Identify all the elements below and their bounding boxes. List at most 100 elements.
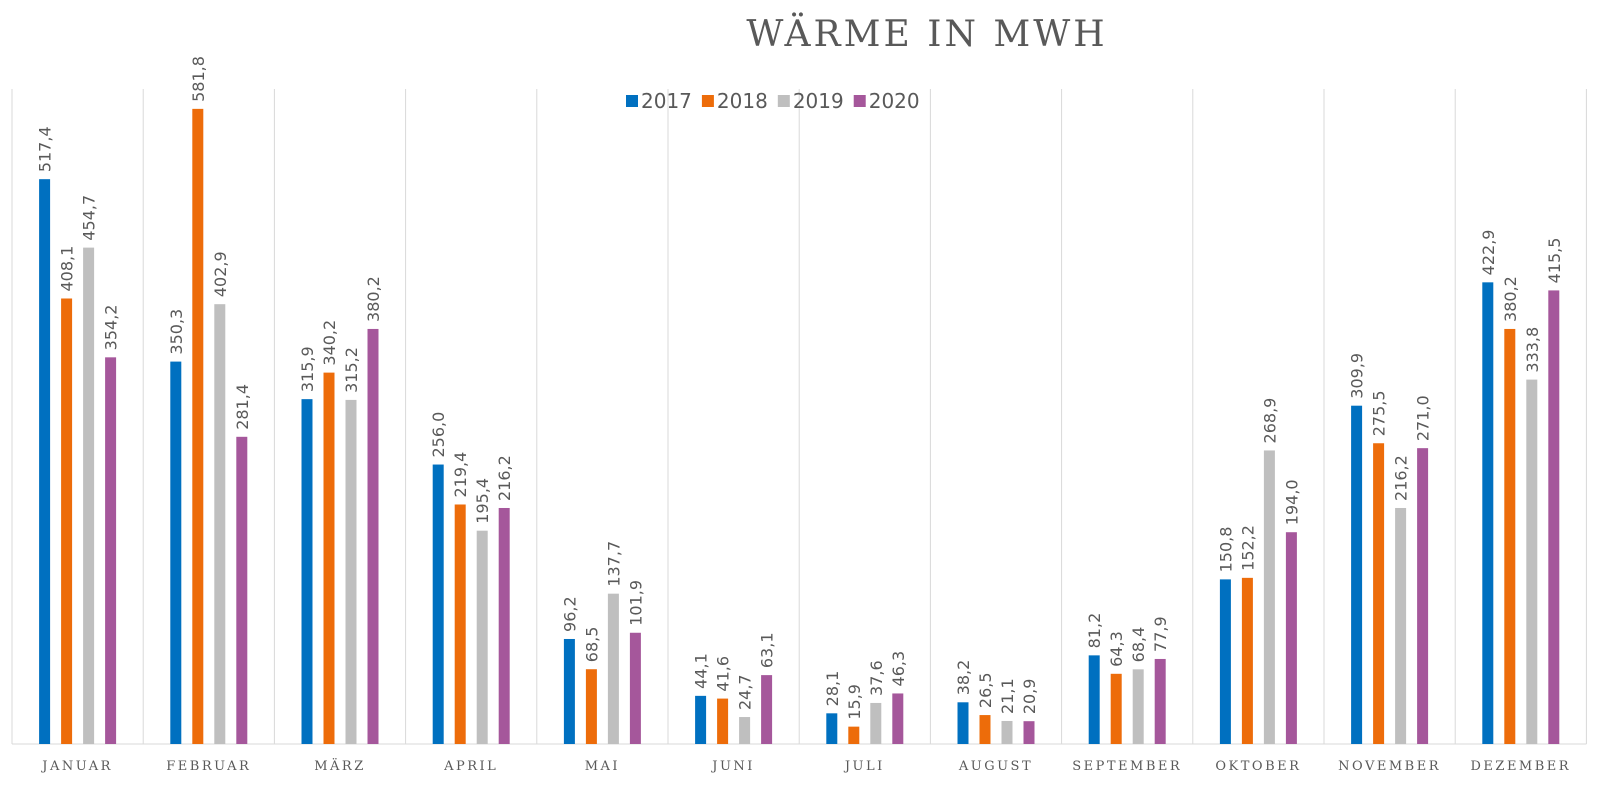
value-label: 216,2 bbox=[1392, 455, 1411, 501]
value-label: 517,4 bbox=[36, 126, 55, 172]
bar bbox=[892, 693, 904, 744]
bar bbox=[345, 399, 357, 744]
legend-swatch bbox=[853, 95, 866, 107]
x-tick-label: MÄRZ bbox=[314, 757, 366, 774]
legend-label: 2017 bbox=[641, 89, 692, 113]
bar bbox=[1001, 720, 1013, 744]
x-tick-label: JANUAR bbox=[40, 759, 113, 774]
bar bbox=[1526, 379, 1538, 744]
bar bbox=[214, 304, 226, 744]
value-label: 275,5 bbox=[1370, 390, 1389, 436]
value-label: 309,9 bbox=[1348, 353, 1367, 399]
x-tick-label: AUGUST bbox=[958, 759, 1033, 774]
value-label: 38,2 bbox=[954, 660, 973, 696]
value-label: 380,2 bbox=[1501, 276, 1520, 322]
bar bbox=[1132, 669, 1144, 744]
bar bbox=[1395, 507, 1407, 744]
x-tick-label: DEZEMBER bbox=[1471, 759, 1572, 774]
value-label: 402,9 bbox=[211, 251, 230, 297]
bar bbox=[848, 726, 860, 744]
value-label: 46,3 bbox=[889, 651, 908, 687]
value-label: 81,2 bbox=[1085, 613, 1104, 649]
x-tick-label: OKTOBER bbox=[1215, 759, 1301, 774]
bar bbox=[1154, 658, 1166, 744]
value-label: 315,9 bbox=[298, 346, 317, 392]
bar bbox=[61, 298, 73, 744]
bar bbox=[717, 698, 729, 744]
value-label: 340,2 bbox=[320, 320, 339, 366]
value-label: 137,7 bbox=[604, 541, 623, 587]
bar bbox=[432, 464, 444, 744]
value-label: 15,9 bbox=[845, 684, 864, 720]
bar bbox=[192, 108, 204, 744]
bar bbox=[563, 638, 575, 744]
bar bbox=[1263, 450, 1275, 744]
bar bbox=[979, 715, 991, 744]
legend-swatch bbox=[701, 95, 714, 107]
bar bbox=[1351, 405, 1363, 744]
bar bbox=[301, 399, 313, 744]
chart-title: WÄRME IN MWH bbox=[746, 13, 1107, 55]
value-label: 422,9 bbox=[1479, 230, 1498, 276]
bar bbox=[585, 669, 597, 744]
x-tick-label: APRIL bbox=[443, 759, 498, 774]
value-label: 271,0 bbox=[1414, 395, 1433, 441]
value-label: 350,3 bbox=[167, 309, 186, 355]
bar bbox=[629, 632, 641, 744]
bar bbox=[323, 372, 335, 744]
legend-swatch bbox=[626, 95, 638, 107]
value-label: 26,5 bbox=[976, 672, 995, 708]
value-label: 37,6 bbox=[867, 660, 886, 696]
legend-swatch bbox=[777, 95, 790, 107]
value-label: 315,2 bbox=[342, 347, 361, 393]
bar bbox=[1482, 282, 1494, 744]
value-label: 96,2 bbox=[560, 596, 579, 632]
bar bbox=[1110, 673, 1122, 744]
value-label: 44,1 bbox=[692, 653, 711, 689]
value-label: 281,4 bbox=[233, 384, 252, 430]
bar bbox=[367, 328, 379, 744]
value-label: 152,2 bbox=[1238, 525, 1257, 571]
bar bbox=[761, 675, 773, 744]
legend-label: 2018 bbox=[717, 89, 768, 113]
value-label: 333,8 bbox=[1523, 327, 1542, 373]
bar bbox=[83, 247, 95, 744]
x-tick-label: FEBRUAR bbox=[166, 759, 251, 774]
value-label: 195,4 bbox=[473, 478, 492, 524]
value-label: 63,1 bbox=[758, 632, 777, 668]
value-label: 256,0 bbox=[429, 412, 448, 458]
value-label: 354,2 bbox=[102, 305, 121, 351]
value-label: 41,6 bbox=[714, 656, 733, 692]
bar bbox=[739, 717, 751, 744]
value-label: 150,8 bbox=[1216, 527, 1235, 573]
bar bbox=[105, 357, 117, 744]
bar bbox=[1285, 532, 1297, 744]
bar bbox=[1241, 577, 1253, 744]
bar bbox=[476, 530, 488, 744]
bar bbox=[1088, 655, 1100, 744]
legend-label: 2020 bbox=[869, 89, 920, 113]
value-label: 454,7 bbox=[80, 195, 99, 241]
value-label: 380,2 bbox=[364, 276, 383, 322]
value-label: 20,9 bbox=[1020, 679, 1039, 715]
value-label: 24,7 bbox=[736, 674, 755, 710]
bar bbox=[870, 702, 882, 744]
value-label: 68,4 bbox=[1129, 627, 1148, 663]
value-label: 216,2 bbox=[495, 455, 514, 501]
bar bbox=[454, 504, 466, 744]
value-label: 194,0 bbox=[1282, 479, 1301, 525]
bar bbox=[1417, 448, 1429, 744]
bar bbox=[826, 713, 838, 744]
bar bbox=[1023, 721, 1035, 744]
x-tick-label: JUNI bbox=[710, 759, 755, 774]
bar bbox=[957, 702, 969, 744]
value-label: 408,1 bbox=[58, 246, 77, 292]
x-tick-label: NOVEMBER bbox=[1338, 759, 1441, 774]
value-label: 101,9 bbox=[626, 580, 645, 626]
value-label: 64,3 bbox=[1107, 631, 1126, 667]
bar bbox=[236, 436, 248, 744]
x-tick-label: MAI bbox=[585, 759, 620, 774]
x-tick-label: SEPTEMBER bbox=[1072, 759, 1182, 774]
value-label: 268,9 bbox=[1260, 398, 1279, 444]
